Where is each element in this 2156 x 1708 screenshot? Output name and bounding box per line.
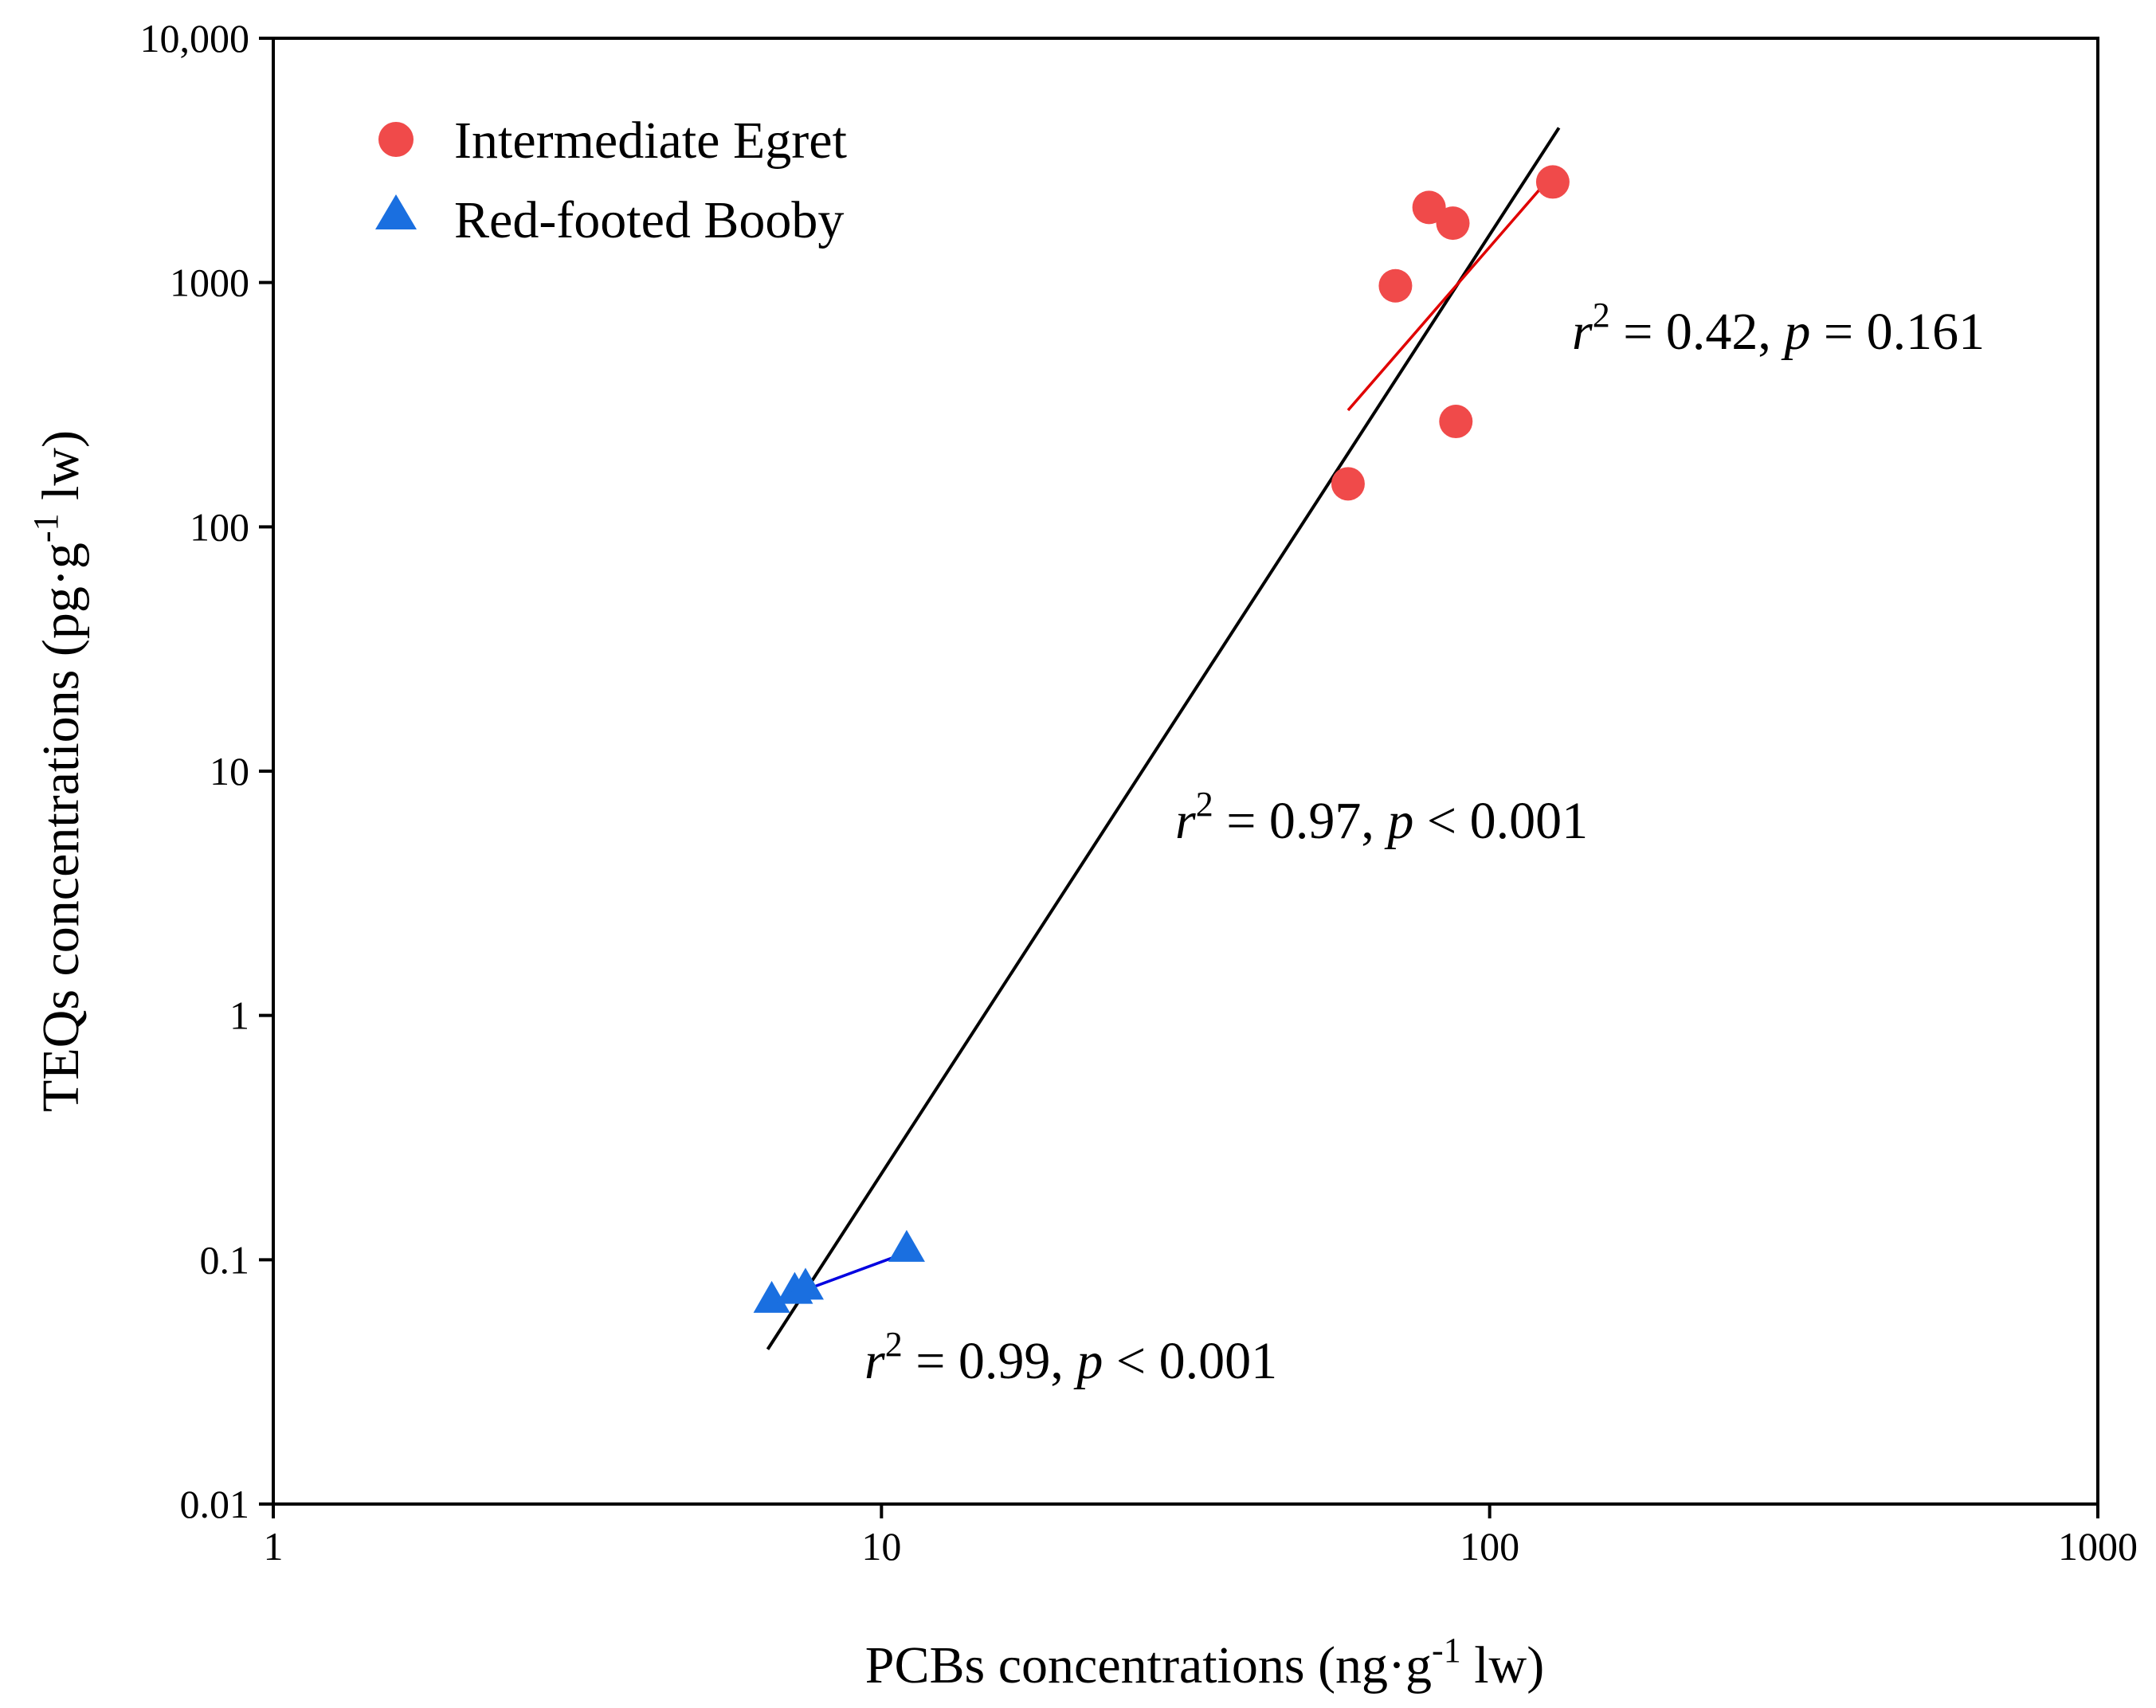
x-tick-label: 1 [264, 1524, 284, 1569]
y-tick-label: 0.1 [200, 1237, 250, 1282]
y-tick-label: 10 [210, 749, 249, 793]
annotation-booby-p: p [1073, 1332, 1103, 1390]
legend-booby-marker [375, 194, 417, 229]
x-axis-title: PCBs concentrations (ng·g-1 lw) [865, 1631, 1544, 1694]
legend: Intermediate Egret Red-footed Booby [375, 112, 847, 249]
y-tick-label: 100 [190, 504, 249, 549]
y-axis-title-tail: lw) [32, 430, 90, 513]
y-axis-title-sup: -1 [26, 514, 65, 543]
axis-ticks: 1 10 100 1000 0.01 0.1 1 10 100 1000 10,000 [140, 16, 2138, 1569]
annotation-overall-p: p [1384, 792, 1413, 850]
annotation-booby-stats: r2 = 0.99, p < 0.001 [864, 1325, 1277, 1390]
annotation-overall-r-sup: 2 [1196, 785, 1213, 824]
annotation-overall-stats: r2 = 0.97, p < 0.001 [1175, 785, 1588, 850]
annotation-overall-r: r [1175, 792, 1196, 850]
annotation-booby-r-sup: 2 [885, 1325, 903, 1364]
annotation-egret-p-value: = 0.161 [1810, 303, 1985, 361]
egret-data-point [1412, 190, 1446, 225]
annotation-booby-r-value: = 0.99, [903, 1332, 1077, 1390]
plot-frame [272, 37, 2099, 1506]
y-tick-label: 1000 [170, 261, 249, 305]
x-axis-title-tail: lw) [1461, 1636, 1544, 1694]
x-tick-label: 100 [1460, 1524, 1519, 1569]
annotation-overall-r-value: = 0.97, [1213, 792, 1388, 850]
y-tick-label: 1 [229, 993, 249, 1038]
booby-data-point [888, 1229, 925, 1262]
legend-egret-label: Intermediate Egret [454, 112, 847, 170]
annotation-egret-r-sup: 2 [1593, 296, 1610, 335]
egret-data-point [1436, 206, 1470, 241]
data-points [753, 165, 1570, 1313]
annotation-egret-stats: r2 = 0.42, p = 0.161 [1572, 296, 1985, 361]
egret-data-point [1331, 467, 1365, 501]
y-axis-title: TEQs concentrations (pg·g-1 lw) [26, 430, 90, 1112]
legend-booby-label: Red-footed Booby [454, 191, 844, 249]
booby-data-point [753, 1280, 790, 1313]
annotation-egret-r-value: = 0.42, [1610, 303, 1785, 361]
y-axis-title-main: TEQs concentrations (pg·g [32, 543, 90, 1112]
fit-line-intermediate-egret [1347, 178, 1550, 412]
y-tick-label: 0.01 [180, 1482, 250, 1526]
fit-line-overall [766, 127, 1561, 1350]
booby-data-point [786, 1267, 824, 1300]
annotation-egret-r: r [1572, 303, 1593, 361]
x-axis-title-main: PCBs concentrations (ng·g [865, 1636, 1432, 1694]
legend-egret-marker [378, 122, 414, 157]
annotation-booby-r: r [864, 1332, 885, 1390]
egret-data-point [1535, 165, 1570, 199]
egret-data-point [1439, 405, 1473, 439]
annotation-overall-p-value: < 0.001 [1413, 792, 1588, 850]
fit-lines [766, 127, 1561, 1350]
x-axis-title-sup: -1 [1432, 1631, 1461, 1670]
y-tick-label: 10,000 [140, 16, 250, 61]
egret-data-point [1378, 268, 1413, 303]
x-tick-label: 10 [861, 1524, 901, 1569]
annotation-egret-p: p [1781, 303, 1810, 361]
x-tick-label: 1000 [2058, 1524, 2138, 1569]
annotation-booby-p-value: < 0.001 [1103, 1332, 1277, 1390]
